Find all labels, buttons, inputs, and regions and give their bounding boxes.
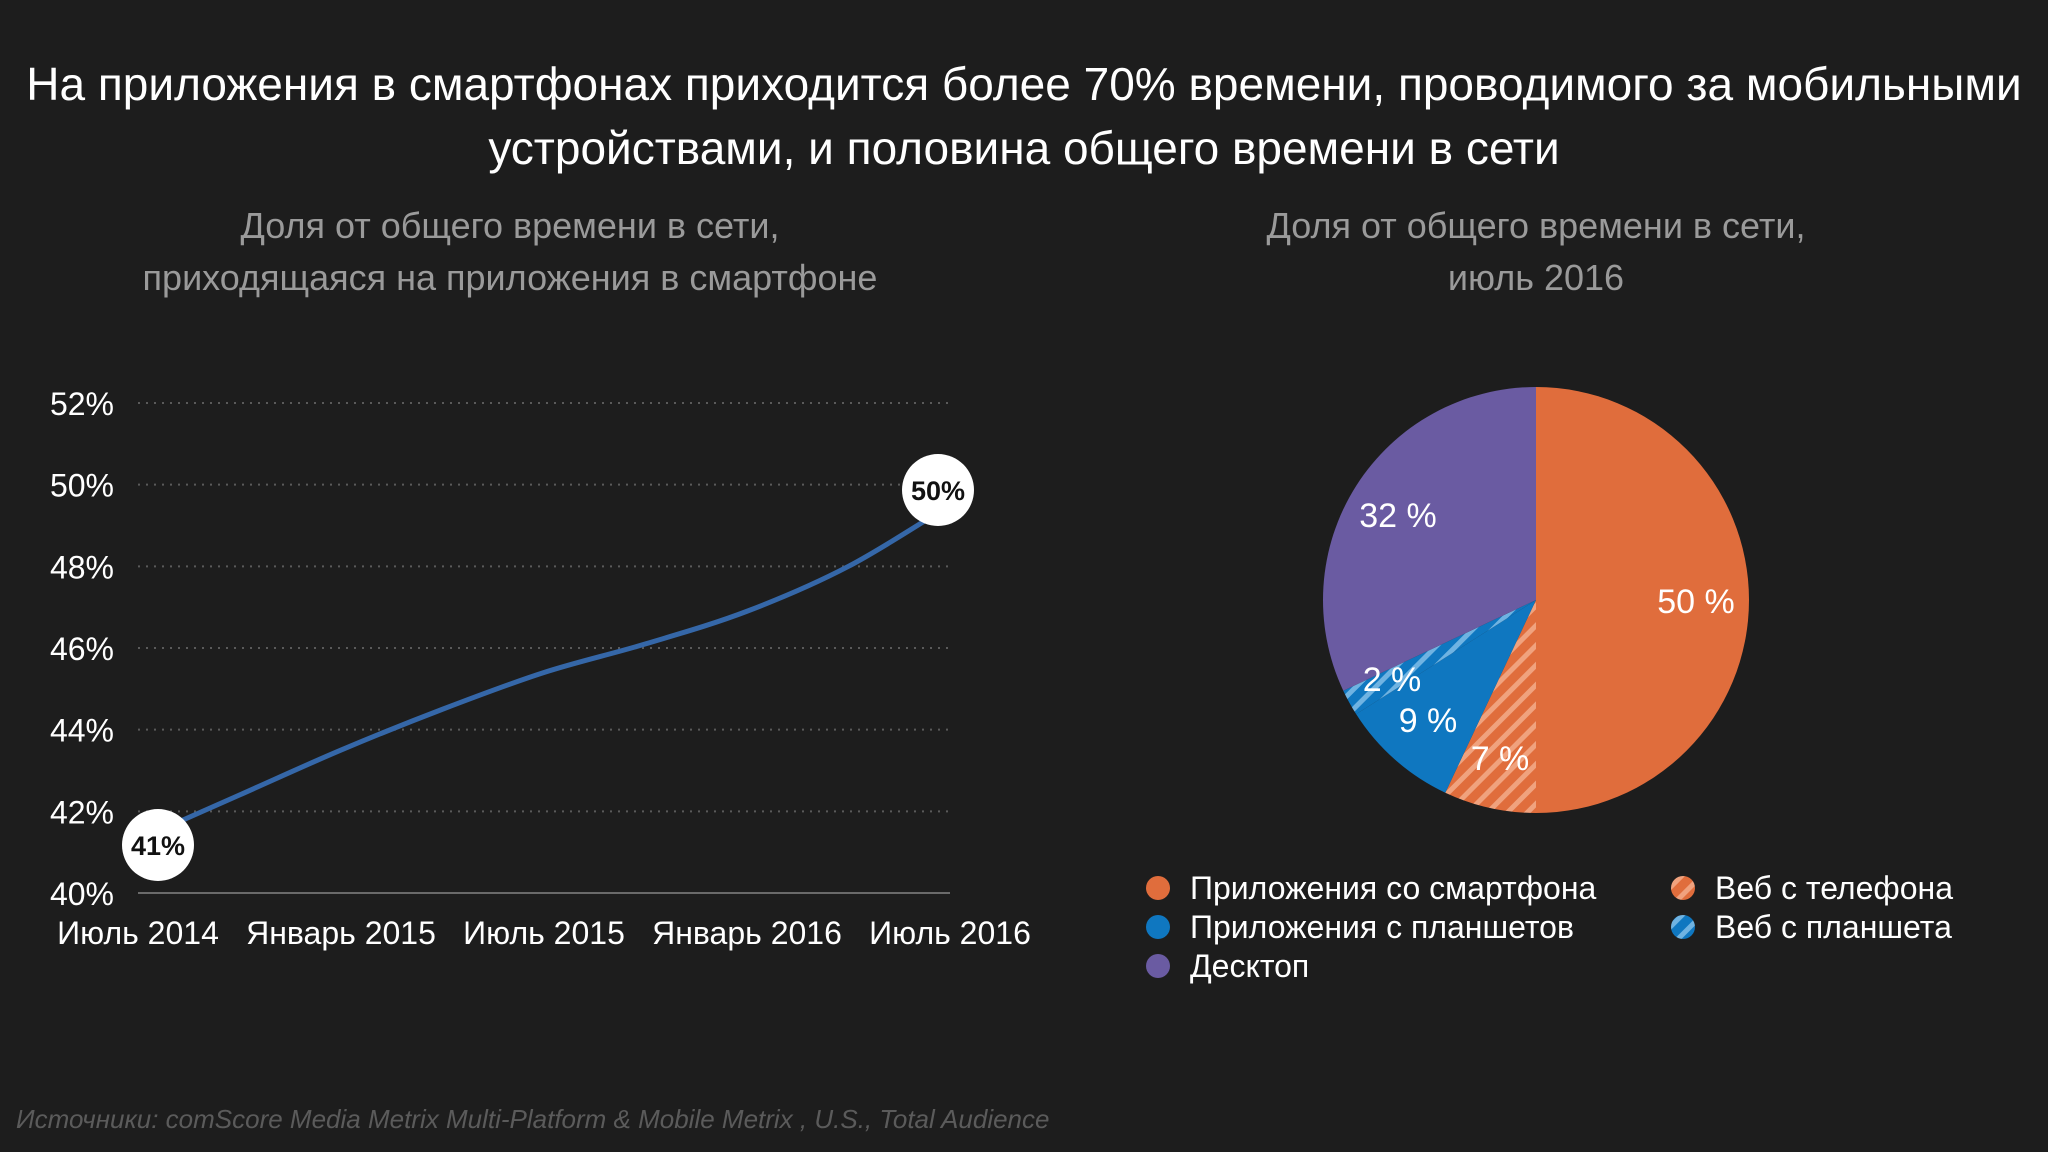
pie-chart: 50 % 7 % 9 %2 % 32 %: [1323, 387, 1749, 813]
pie-chart-title-line-1: Доля от общего времени в сети,: [1266, 205, 1806, 246]
line-chart-title: Доля от общего времени в сети, приходяща…: [100, 200, 920, 304]
end-value-label: 50%: [911, 476, 965, 506]
pie-slice-label: 9 %: [1399, 702, 1458, 740]
source-note: Источники: comScore Media Metrix Multi-P…: [16, 1104, 1050, 1134]
pie-slice: [1343, 600, 1536, 715]
legend-label: Приложения с планшетов: [1190, 909, 1574, 945]
x-tick-label: Июль 2014: [57, 915, 219, 951]
legend-label: Приложения со смартфона: [1190, 870, 1597, 906]
legend-label: Веб с планшета: [1715, 909, 1952, 945]
legend-label: Веб с телефона: [1715, 870, 1953, 906]
x-tick-label: Январь 2016: [652, 915, 842, 951]
series-line: [135, 502, 953, 843]
end-value-circle: [902, 454, 974, 526]
pie-slice-label: 32 %: [1359, 497, 1437, 535]
legend-swatch: [1146, 954, 1170, 978]
pie-chart-title: Доля от общего времени в сети, июль 2016: [1136, 200, 1936, 304]
x-tick-label: Июль 2015: [463, 915, 625, 951]
pie-chart-title-line-2: июль 2016: [1447, 257, 1625, 298]
x-tick-label: Июль 2016: [869, 915, 1031, 951]
y-tick-label: 42%: [50, 794, 114, 830]
legend-swatch: [1146, 876, 1170, 900]
y-tick-label: 50%: [50, 468, 114, 504]
y-tick-label: 52%: [50, 386, 114, 422]
line-chart: 40% 42% 44% 46% 48% 50% 52% Июль 2014 Январь 201…: [50, 386, 1031, 951]
title-line-1: На приложения в смартфонах приходится бо…: [26, 58, 2022, 110]
y-tick-label: 46%: [50, 631, 114, 667]
line-chart-title-line-2: приходящаяся на приложения в смартфоне: [142, 257, 878, 298]
line-chart-title-line-1: Доля от общего времени в сети,: [240, 205, 780, 246]
page-title: На приложения в смартфонах приходится бо…: [0, 52, 2048, 180]
y-tick-label: 40%: [50, 876, 114, 912]
legend-swatch: [1671, 876, 1695, 900]
legend-label: Десктоп: [1190, 948, 1309, 984]
pie-slice-label: 50 %: [1657, 583, 1735, 621]
x-tick-label: Январь 2015: [246, 915, 436, 951]
pie-slice-label: 7 %: [1471, 740, 1530, 778]
title-line-2: устройствами, и половина общего времени …: [488, 122, 1560, 174]
pie-slice-label: 2 %: [1363, 661, 1422, 699]
legend-swatch: [1671, 915, 1695, 939]
start-value-circle: [122, 809, 194, 881]
pie-slice: [1536, 387, 1749, 813]
legend-swatch: [1146, 915, 1170, 939]
y-tick-label: 48%: [50, 549, 114, 585]
pie-slice: [1323, 387, 1536, 691]
pie-slice: [1356, 600, 1536, 793]
y-tick-label: 44%: [50, 713, 114, 749]
start-value-label: 41%: [131, 831, 185, 861]
pie-slice: [1445, 600, 1536, 813]
